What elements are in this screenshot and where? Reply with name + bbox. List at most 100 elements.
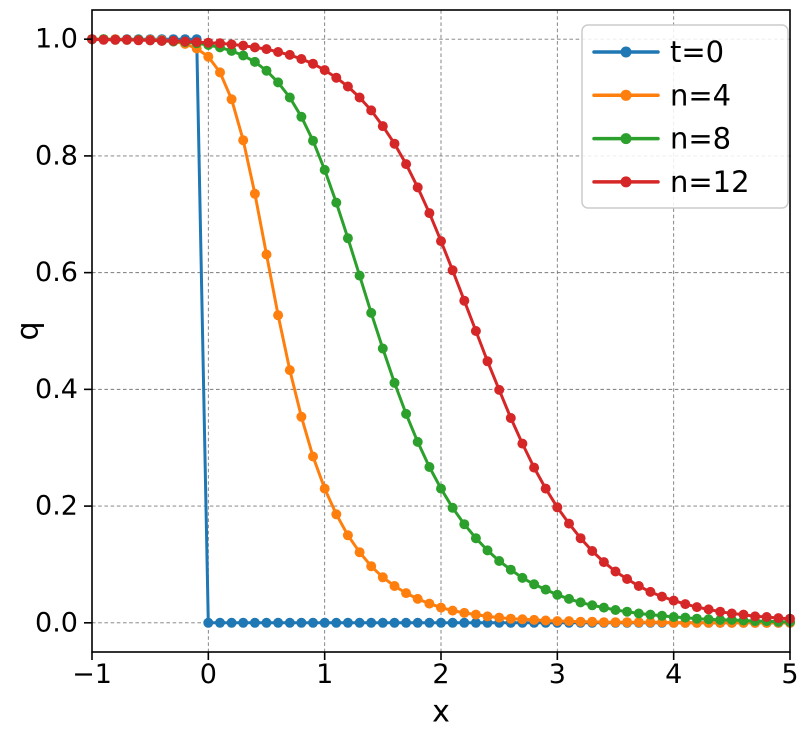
data-point-marker xyxy=(540,584,551,595)
data-point-marker xyxy=(564,616,574,627)
data-point-marker xyxy=(261,617,272,628)
data-point-marker xyxy=(575,616,586,627)
data-point-marker xyxy=(377,572,388,583)
data-point-marker xyxy=(354,617,365,628)
data-point-marker xyxy=(133,35,144,46)
data-point-marker xyxy=(459,617,470,628)
data-point-marker xyxy=(494,556,505,566)
data-point-marker xyxy=(261,65,272,76)
data-point-marker xyxy=(319,65,330,76)
data-point-marker xyxy=(482,611,493,622)
data-point-marker xyxy=(447,265,458,276)
data-point-marker xyxy=(377,121,388,132)
data-point-marker xyxy=(308,135,318,146)
data-point-marker xyxy=(121,34,132,45)
data-point-marker xyxy=(424,208,435,219)
data-point-marker xyxy=(470,326,481,336)
data-point-marker xyxy=(459,519,470,530)
data-point-marker xyxy=(226,94,237,105)
data-point-marker xyxy=(668,612,679,622)
legend-sample-marker xyxy=(620,46,632,58)
data-point-marker xyxy=(552,616,563,627)
data-point-marker xyxy=(331,72,342,83)
legend-entry: n=4 xyxy=(592,78,731,112)
data-point-marker xyxy=(610,617,621,628)
data-point-marker xyxy=(587,546,598,556)
data-point-marker xyxy=(261,44,272,55)
data-point-marker xyxy=(447,605,458,616)
data-point-marker xyxy=(238,617,249,628)
data-point-marker xyxy=(226,39,237,50)
data-point-marker xyxy=(773,613,784,624)
data-point-marker xyxy=(249,56,260,67)
data-point-marker xyxy=(389,377,400,388)
data-point-marker xyxy=(203,51,214,62)
data-point-marker xyxy=(610,605,621,615)
data-point-marker xyxy=(412,436,423,447)
data-point-marker xyxy=(203,617,214,628)
data-point-marker xyxy=(470,533,481,544)
data-point-marker xyxy=(680,599,691,610)
data-point-marker xyxy=(215,38,225,49)
data-point-marker xyxy=(622,617,633,628)
data-point-marker xyxy=(366,561,377,572)
x-tick-label: 5 xyxy=(781,659,798,690)
data-point-marker xyxy=(308,58,318,69)
data-point-marker xyxy=(529,462,540,473)
legend-sample-marker xyxy=(620,176,632,188)
data-point-marker xyxy=(517,438,528,449)
data-point-marker xyxy=(587,616,598,627)
data-point-marker xyxy=(482,545,493,556)
data-point-marker xyxy=(284,49,295,60)
data-point-marker xyxy=(389,581,400,591)
data-point-marker xyxy=(238,50,249,61)
data-point-marker xyxy=(447,617,458,628)
data-point-marker xyxy=(703,604,714,615)
data-point-marker xyxy=(331,617,342,628)
data-point-marker xyxy=(284,617,295,628)
data-point-marker xyxy=(145,35,156,46)
data-point-marker xyxy=(238,40,249,51)
data-point-marker xyxy=(354,547,365,558)
legend-entry: n=8 xyxy=(592,122,731,156)
y-tick-label: 0.4 xyxy=(35,374,78,405)
data-point-marker xyxy=(575,597,586,608)
legend: t=0 n=4 n=8 n=12 xyxy=(581,24,789,209)
x-tick-label: 4 xyxy=(665,659,682,690)
data-point-marker xyxy=(401,617,412,628)
data-point-marker xyxy=(657,591,667,602)
x-tick-label: 0 xyxy=(200,659,217,690)
data-point-marker xyxy=(296,111,307,122)
legend-sample-marker xyxy=(620,133,632,145)
data-point-marker xyxy=(319,617,330,628)
data-point-marker xyxy=(401,588,412,599)
data-point-marker xyxy=(284,92,295,103)
y-tick-label: 0.0 xyxy=(35,607,78,638)
data-point-marker xyxy=(377,617,388,628)
data-point-marker xyxy=(470,617,481,628)
data-point-marker xyxy=(296,411,307,422)
tick-labels: −1 0 1 2 3 4 5 0.0 0.2 0.4 0.6 0.8 1.0 xyxy=(35,24,799,691)
data-point-marker xyxy=(633,581,644,591)
data-point-marker xyxy=(249,188,260,199)
data-point-marker xyxy=(645,617,656,628)
data-point-marker xyxy=(366,617,377,628)
data-point-marker xyxy=(540,615,551,626)
data-point-marker xyxy=(110,34,121,45)
data-point-marker xyxy=(564,593,574,604)
data-point-marker xyxy=(389,138,400,149)
data-point-marker xyxy=(401,408,412,419)
data-point-marker xyxy=(598,602,609,613)
y-axis-label: q xyxy=(11,321,46,340)
data-point-marker xyxy=(401,159,412,170)
data-point-marker xyxy=(412,182,423,193)
data-point-marker xyxy=(552,589,563,600)
data-point-marker xyxy=(645,586,656,597)
data-point-marker xyxy=(494,612,505,623)
y-tick-label: 0.2 xyxy=(35,491,78,522)
data-point-marker xyxy=(459,607,470,618)
data-point-marker xyxy=(505,413,516,423)
data-point-marker xyxy=(633,608,644,619)
data-point-marker xyxy=(529,579,540,590)
